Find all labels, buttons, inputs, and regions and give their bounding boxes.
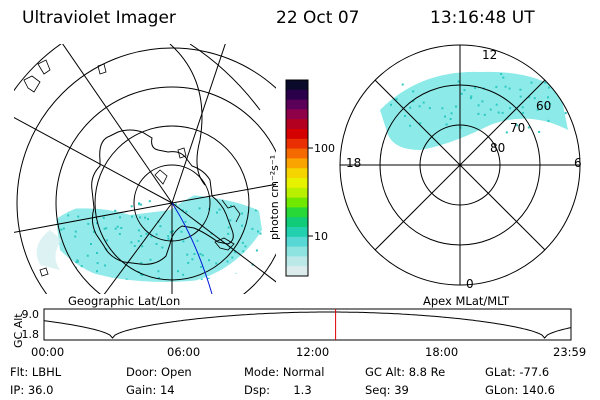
mlt-label-18: 18	[346, 156, 361, 170]
colorbar-band	[286, 109, 308, 120]
altitude-tick-low: 1.8	[22, 328, 40, 341]
mlt-label-12: 12	[482, 48, 497, 62]
info-gcalt: GC Alt: 8.8 Re	[365, 365, 445, 379]
colorbar-band	[286, 148, 308, 159]
colorbar-band	[286, 99, 308, 110]
colorbar-band	[286, 266, 308, 277]
continent-outline	[91, 129, 234, 265]
info-mode-label: Mode:	[244, 365, 280, 379]
mlat-label-80: 80	[490, 141, 505, 155]
colorbar-band	[286, 119, 308, 130]
instrument-title: Ultraviolet Imager	[22, 8, 176, 28]
info-seq-label: Seq:	[365, 383, 391, 397]
image-time: 13:16:48 UT	[430, 8, 535, 28]
magnetic-map-label: Apex MLat/MLT	[423, 294, 510, 308]
info-gcalt-label: GC Alt:	[365, 365, 406, 379]
info-gcalt-value: 8.8 Re	[408, 365, 446, 379]
time-tick-1200: 12:00	[296, 345, 330, 359]
info-mode-value: Normal	[282, 365, 325, 379]
colorbar-band	[286, 207, 308, 218]
info-flt-label: Flt:	[10, 365, 29, 379]
time-tick-0000: 00:00	[31, 345, 65, 359]
info-dsp: Dsp: 1.3	[244, 383, 312, 397]
colorbar-band	[286, 158, 308, 169]
info-glat-value: -77.6	[519, 365, 550, 379]
right-aurora	[380, 71, 568, 150]
colorbar-band	[286, 246, 308, 257]
info-gain-value: 14	[159, 383, 175, 397]
info-ip-value: 36.0	[27, 383, 54, 397]
info-door: Door: Open	[126, 365, 192, 379]
magnetic-polar-plot: 12 18 6 0 60 70 80	[339, 44, 582, 291]
colorbar-band	[286, 178, 308, 189]
info-glat: GLat: -77.6	[485, 365, 549, 379]
info-seq-value: 39	[394, 383, 409, 397]
info-dsp-value: 1.3	[293, 383, 312, 397]
colorbar-band	[286, 197, 308, 208]
mlat-label-70: 70	[510, 121, 525, 135]
colorbar-band	[286, 89, 308, 101]
colorbar-band	[286, 187, 308, 199]
info-gain-label: Gain:	[126, 383, 157, 397]
colorbar-band	[286, 168, 308, 179]
mlat-label-60: 60	[536, 99, 551, 113]
colorbar-band	[286, 80, 308, 91]
time-tick-2359: 23:59	[553, 345, 587, 359]
altitude-tick-high: 9.0	[22, 308, 40, 321]
info-gain: Gain: 14	[126, 383, 175, 397]
info-ip: IP: 36.0	[10, 383, 53, 397]
image-date: 22 Oct 07	[276, 8, 360, 28]
info-ip-label: IP:	[10, 383, 25, 397]
colorbar-band	[286, 129, 308, 140]
colorbar-unit-label: photon cm⁻²s⁻¹	[268, 155, 281, 240]
colorbar-band	[286, 227, 308, 238]
colorbar-band	[286, 217, 308, 228]
mlt-label-0: 0	[466, 277, 474, 291]
info-glon: GLon: 140.6	[485, 383, 555, 397]
spacecraft-trajectory	[171, 202, 213, 294]
info-door-value: Open	[160, 365, 192, 379]
geographic-map-content	[14, 44, 276, 294]
left-aurora	[55, 194, 262, 282]
altitude-plot: GC Alt 9.0 1.8	[12, 308, 572, 348]
info-glon-value: 140.6	[521, 383, 555, 397]
info-glat-label: GLat:	[485, 365, 516, 379]
info-flt-value: LBHL	[31, 365, 62, 379]
time-tick-1800: 18:00	[425, 345, 459, 359]
info-flt: Flt: LBHL	[10, 365, 61, 379]
altitude-axis-label: GC Alt	[12, 313, 25, 348]
colorbar-tick-10: 10	[314, 230, 328, 243]
mlt-label-6: 6	[574, 156, 582, 170]
geographic-map-label: Geographic Lat/Lon	[68, 294, 181, 308]
time-tick-0600: 06:00	[167, 345, 201, 359]
colorbar-band	[286, 138, 308, 150]
colorbar-band	[286, 256, 308, 267]
info-mode: Mode: Normal	[244, 365, 324, 379]
colorbar-band	[286, 236, 308, 248]
info-dsp-label: Dsp:	[244, 383, 271, 397]
colorbar-tick-100: 100	[314, 142, 335, 155]
info-seq: Seq: 39	[365, 383, 409, 397]
intensity-colorbar: 100 10 photon cm⁻²s⁻¹	[268, 79, 335, 277]
info-door-label: Door:	[126, 365, 158, 379]
info-glon-label: GLon:	[485, 383, 519, 397]
